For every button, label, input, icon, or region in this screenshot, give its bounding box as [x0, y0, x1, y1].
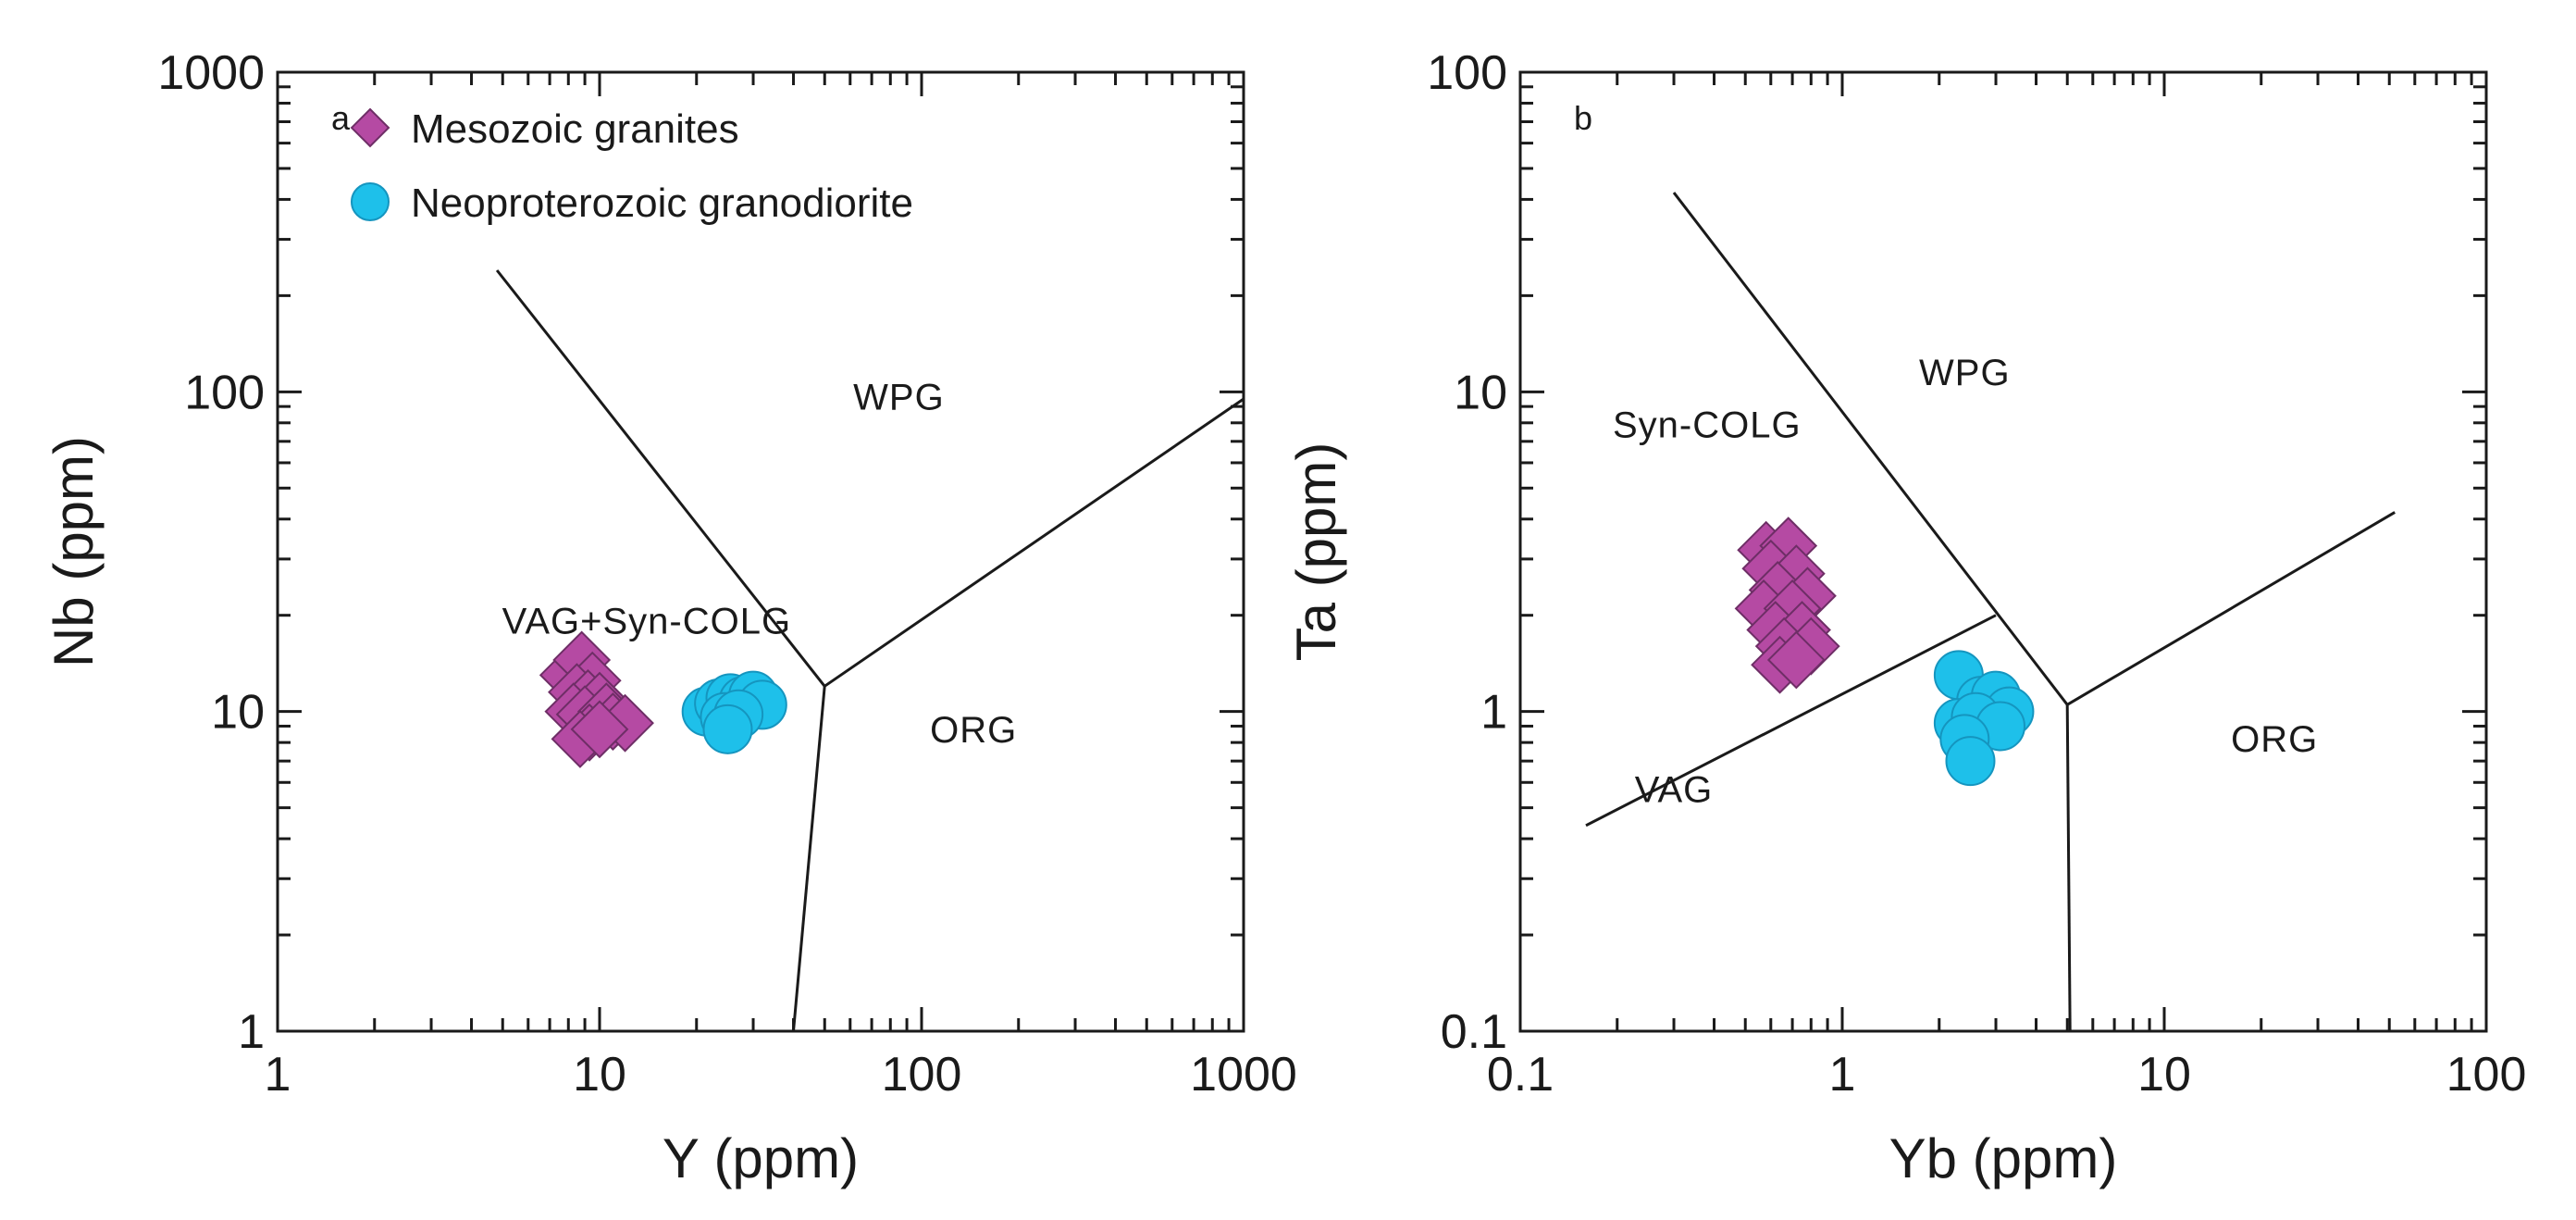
- discrimination-boundary: [824, 397, 1245, 688]
- x-tick-label: 100: [882, 1048, 962, 1102]
- discrimination-boundary: [495, 269, 826, 688]
- discrimination-boundary: [2066, 511, 2396, 706]
- discrimination-boundary: [1585, 614, 1997, 828]
- legend-circle-icon: [351, 182, 390, 221]
- discrimination-boundary: [1672, 192, 2069, 706]
- field-label-org: ORG: [2231, 719, 2318, 760]
- field-label-syn-colg: Syn-COLG: [1613, 405, 1802, 446]
- neoproterozoic-granodiorite-point: [1945, 736, 1996, 787]
- y-tick-label: 100: [1427, 46, 1507, 100]
- legend-entry-label: Neoproterozoic granodiorite: [411, 181, 913, 226]
- field-label-wpg: WPG: [1919, 353, 2011, 393]
- field-label-vag: VAG: [1635, 770, 1714, 811]
- panel-a-nb-vs-y: 1 10 100 1000 1 10 100 1000 Y (ppm) Nb (ppm) a WPG V…: [43, 46, 1297, 1189]
- y-tick-label: 1000: [157, 46, 265, 100]
- mesozoic-granite-point: [570, 700, 629, 759]
- x-axis-label: Y (ppm): [663, 1127, 859, 1189]
- neoproterozoic-granodiorite-point: [702, 703, 753, 754]
- x-tick-label: 100: [2446, 1048, 2527, 1102]
- field-label-wpg: WPG: [853, 378, 945, 418]
- y-tick-label: 1: [238, 1005, 265, 1059]
- y-tick-label: 1: [1480, 686, 1507, 740]
- x-tick-label: 1: [1829, 1048, 1856, 1102]
- y-tick-label: 100: [184, 366, 265, 419]
- plot-frame: [1518, 70, 2488, 1033]
- x-tick-label: 10: [2137, 1048, 2191, 1102]
- x-tick-label: 0.1: [1487, 1048, 1554, 1102]
- panel-b-ta-vs-yb: 0.1 1 10 100 0.1 1 10 100 Yb (ppm) Ta (ppm) b WPG Sy…: [1285, 46, 2526, 1189]
- y-axis-label: Ta (ppm): [1285, 442, 1347, 662]
- panel-label: a: [331, 99, 351, 137]
- plot-frame: [276, 70, 1245, 1033]
- x-tick-label: 1000: [1190, 1048, 1297, 1102]
- x-axis-label: Yb (ppm): [1889, 1127, 2118, 1189]
- field-label-vag-syn-colg: VAG+Syn-COLG: [502, 602, 791, 642]
- mesozoic-granite-point: [1766, 630, 1826, 690]
- x-tick-label: 1: [265, 1048, 291, 1102]
- legend-diamond-icon: [350, 107, 390, 148]
- y-axis-label: Nb (ppm): [43, 436, 105, 667]
- y-tick-label: 10: [1454, 366, 1507, 419]
- field-label-org: ORG: [930, 710, 1017, 751]
- y-tick-label: 0.1: [1441, 1005, 1507, 1059]
- discrimination-boundary: [2065, 704, 2072, 1032]
- panel-label: b: [1574, 99, 1592, 137]
- legend-entry-label: Mesozoic granites: [411, 106, 739, 152]
- y-tick-label: 10: [211, 686, 265, 740]
- discrimination-boundary: [792, 686, 826, 1032]
- x-tick-label: 10: [573, 1048, 626, 1102]
